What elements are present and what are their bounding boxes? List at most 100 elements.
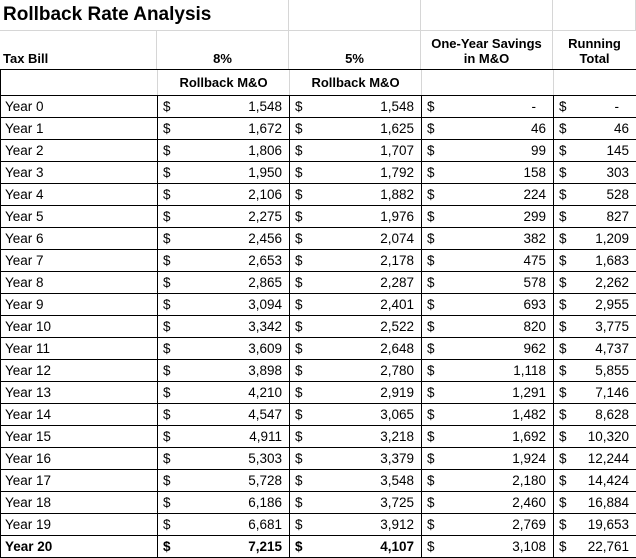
running-total-cell[interactable]: $ 19,653	[554, 514, 636, 536]
rollback-8-cell[interactable]: $ 2,653	[158, 250, 290, 272]
year-cell[interactable]: Year 9	[1, 294, 158, 316]
year-cell[interactable]: Year 12	[1, 360, 158, 382]
rollback-5-cell[interactable]: $ 1,707	[290, 140, 422, 162]
rollback-5-cell[interactable]: $ 1,548	[290, 96, 422, 118]
savings-cell[interactable]: $ 2,180	[422, 470, 554, 492]
running-total-cell[interactable]: $ -	[554, 96, 636, 118]
running-total-cell[interactable]: $ 4,737	[554, 338, 636, 360]
rollback-8-cell[interactable]: $ 3,342	[158, 316, 290, 338]
running-total-cell[interactable]: $ 3,775	[554, 316, 636, 338]
rollback-8-cell[interactable]: $ 1,950	[158, 162, 290, 184]
rollback-8-cell[interactable]: $ 5,303	[158, 448, 290, 470]
savings-cell[interactable]: $ 2,460	[422, 492, 554, 514]
year-cell[interactable]: Year 1	[1, 118, 158, 140]
savings-cell[interactable]: $ 962	[422, 338, 554, 360]
year-cell[interactable]: Year 2	[1, 140, 158, 162]
running-total-cell[interactable]: $ 22,761	[554, 536, 636, 558]
savings-cell[interactable]: $ 46	[422, 118, 554, 140]
savings-cell[interactable]: $ 224	[422, 184, 554, 206]
rollback-5-cell[interactable]: $ 1,976	[290, 206, 422, 228]
savings-cell[interactable]: $ 693	[422, 294, 554, 316]
running-total-cell[interactable]: $ 303	[554, 162, 636, 184]
year-cell[interactable]: Year 13	[1, 382, 158, 404]
subheader-rollback-8[interactable]: Rollback M&O	[158, 70, 290, 95]
running-total-cell[interactable]: $ 10,320	[554, 426, 636, 448]
running-total-cell[interactable]: $ 46	[554, 118, 636, 140]
rollback-8-cell[interactable]: $ 4,210	[158, 382, 290, 404]
title-row-spacer-cell[interactable]	[553, 0, 636, 30]
rollback-5-cell[interactable]: $ 1,882	[290, 184, 422, 206]
header-tax-bill[interactable]: Tax Bill	[0, 31, 157, 69]
year-cell[interactable]: Year 14	[1, 404, 158, 426]
rollback-5-cell[interactable]: $ 2,178	[290, 250, 422, 272]
savings-cell[interactable]: $ -	[422, 96, 554, 118]
savings-cell[interactable]: $ 3,108	[422, 536, 554, 558]
year-cell[interactable]: Year 17	[1, 470, 158, 492]
year-cell[interactable]: Year 16	[1, 448, 158, 470]
rollback-5-cell[interactable]: $ 4,107	[290, 536, 422, 558]
savings-cell[interactable]: $ 2,769	[422, 514, 554, 536]
rollback-5-cell[interactable]: $ 1,792	[290, 162, 422, 184]
rollback-5-cell[interactable]: $ 2,780	[290, 360, 422, 382]
year-cell[interactable]: Year 11	[1, 338, 158, 360]
year-cell[interactable]: Year 4	[1, 184, 158, 206]
year-cell[interactable]: Year 20	[1, 536, 158, 558]
running-total-cell[interactable]: $ 5,855	[554, 360, 636, 382]
running-total-cell[interactable]: $ 1,683	[554, 250, 636, 272]
rollback-8-cell[interactable]: $ 6,186	[158, 492, 290, 514]
year-cell[interactable]: Year 6	[1, 228, 158, 250]
rollback-5-cell[interactable]: $ 2,401	[290, 294, 422, 316]
running-total-cell[interactable]: $ 12,244	[554, 448, 636, 470]
savings-cell[interactable]: $ 1,118	[422, 360, 554, 382]
savings-cell[interactable]: $ 299	[422, 206, 554, 228]
rollback-5-cell[interactable]: $ 3,379	[290, 448, 422, 470]
year-cell[interactable]: Year 0	[1, 96, 158, 118]
year-cell[interactable]: Year 15	[1, 426, 158, 448]
year-cell[interactable]: Year 7	[1, 250, 158, 272]
running-total-cell[interactable]: $ 2,955	[554, 294, 636, 316]
rollback-5-cell[interactable]: $ 3,725	[290, 492, 422, 514]
rollback-8-cell[interactable]: $ 1,806	[158, 140, 290, 162]
savings-cell[interactable]: $ 158	[422, 162, 554, 184]
running-total-cell[interactable]: $ 145	[554, 140, 636, 162]
running-total-cell[interactable]: $ 528	[554, 184, 636, 206]
header-rate-5[interactable]: 5%	[289, 31, 421, 69]
rollback-5-cell[interactable]: $ 2,522	[290, 316, 422, 338]
savings-cell[interactable]: $ 820	[422, 316, 554, 338]
rollback-8-cell[interactable]: $ 7,215	[158, 536, 290, 558]
subheader-empty-cell[interactable]	[1, 70, 158, 95]
rollback-5-cell[interactable]: $ 2,919	[290, 382, 422, 404]
subheader-empty-cell[interactable]	[422, 70, 554, 95]
sheet-title-cell[interactable]: Rollback Rate Analysis	[0, 0, 289, 30]
rollback-8-cell[interactable]: $ 3,898	[158, 360, 290, 382]
running-total-cell[interactable]: $ 827	[554, 206, 636, 228]
savings-cell[interactable]: $ 1,692	[422, 426, 554, 448]
year-cell[interactable]: Year 18	[1, 492, 158, 514]
savings-cell[interactable]: $ 382	[422, 228, 554, 250]
running-total-cell[interactable]: $ 2,262	[554, 272, 636, 294]
savings-cell[interactable]: $ 578	[422, 272, 554, 294]
title-row-spacer-cell[interactable]	[421, 0, 553, 30]
rollback-8-cell[interactable]: $ 4,547	[158, 404, 290, 426]
rollback-8-cell[interactable]: $ 2,275	[158, 206, 290, 228]
savings-cell[interactable]: $ 1,482	[422, 404, 554, 426]
rollback-8-cell[interactable]: $ 4,911	[158, 426, 290, 448]
rollback-8-cell[interactable]: $ 1,672	[158, 118, 290, 140]
title-row-spacer-cell[interactable]	[289, 0, 421, 30]
rollback-8-cell[interactable]: $ 2,106	[158, 184, 290, 206]
rollback-5-cell[interactable]: $ 3,912	[290, 514, 422, 536]
rollback-5-cell[interactable]: $ 3,218	[290, 426, 422, 448]
running-total-cell[interactable]: $ 1,209	[554, 228, 636, 250]
subheader-rollback-5[interactable]: Rollback M&O	[290, 70, 422, 95]
header-one-year-savings[interactable]: One-Year Savings in M&O	[421, 31, 553, 69]
header-rate-8[interactable]: 8%	[157, 31, 289, 69]
rollback-5-cell[interactable]: $ 2,287	[290, 272, 422, 294]
header-running-total[interactable]: Running Total	[553, 31, 636, 69]
running-total-cell[interactable]: $ 16,884	[554, 492, 636, 514]
rollback-8-cell[interactable]: $ 6,681	[158, 514, 290, 536]
rollback-5-cell[interactable]: $ 2,648	[290, 338, 422, 360]
rollback-8-cell[interactable]: $ 3,609	[158, 338, 290, 360]
subheader-empty-cell[interactable]	[554, 70, 636, 95]
year-cell[interactable]: Year 19	[1, 514, 158, 536]
rollback-8-cell[interactable]: $ 1,548	[158, 96, 290, 118]
